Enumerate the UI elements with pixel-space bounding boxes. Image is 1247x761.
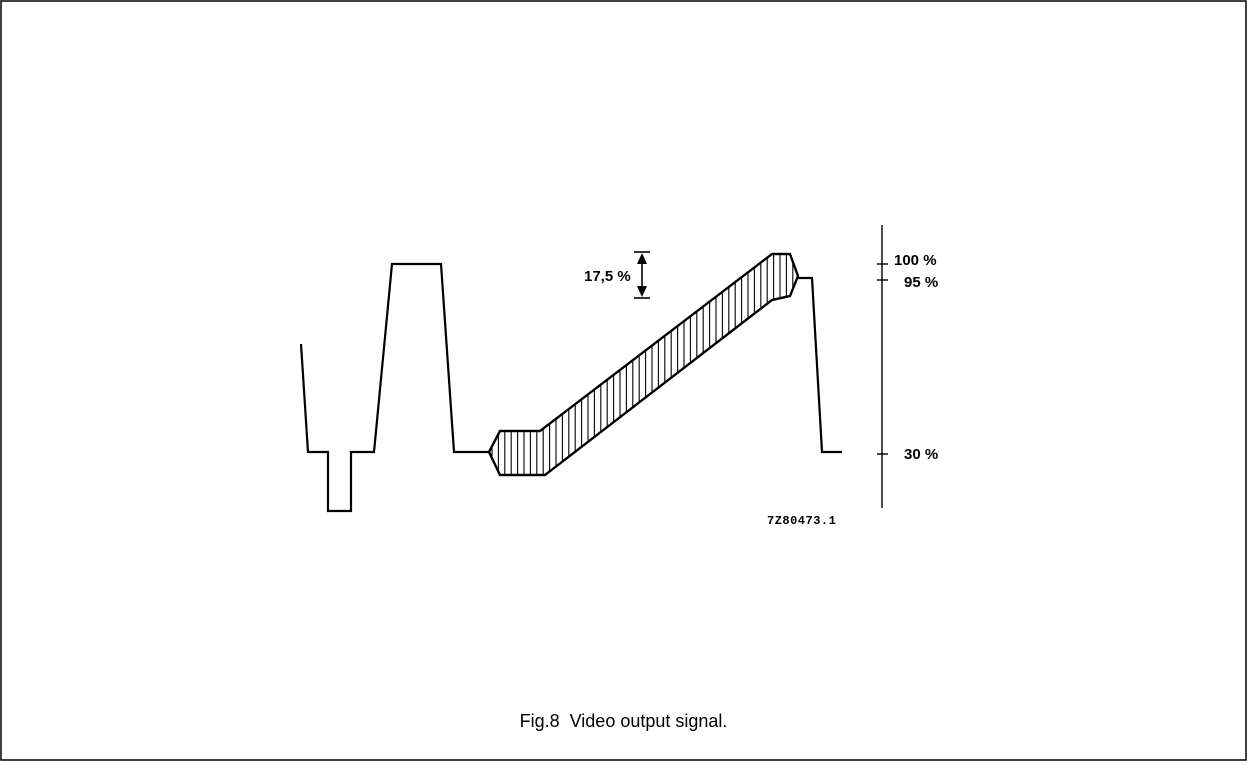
back-porch-and-fall xyxy=(798,276,842,454)
figure-caption: Fig.8 Video output signal. xyxy=(519,711,728,731)
level-100-label: 100 % xyxy=(894,252,937,269)
amplitude-label: 17,5 % xyxy=(584,268,631,285)
arrow-down-icon xyxy=(637,286,647,297)
arrow-up-icon xyxy=(637,253,647,264)
level-95-label: 95 % xyxy=(904,274,939,291)
modulated-ramp xyxy=(487,252,800,477)
ramp-band-border xyxy=(487,252,800,477)
sync-and-white-pulse xyxy=(299,262,489,513)
amplitude-dimension xyxy=(634,251,650,299)
level-scale xyxy=(877,225,888,508)
figure-code: 7Z80473.1 xyxy=(767,514,837,528)
level-30-label: 30 % xyxy=(904,446,939,463)
